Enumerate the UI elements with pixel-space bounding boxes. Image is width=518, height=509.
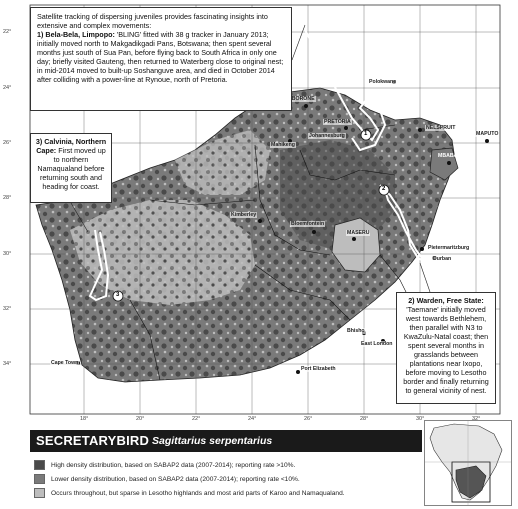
place-durban: Durban	[432, 256, 453, 262]
place-gaborone: GABORONE	[283, 96, 316, 102]
lon-label: 24°	[248, 416, 257, 422]
place-polokwane: Polokwane	[368, 79, 398, 85]
lat-label: 26°	[3, 140, 12, 146]
track-markers	[112, 129, 390, 302]
lon-label: 30°	[416, 416, 425, 422]
callout-calvinia: 3) Calvinia, Northern Cape: First moved …	[30, 133, 112, 203]
southern-africa-highlight	[455, 465, 487, 499]
city-dot	[296, 370, 300, 374]
legend-label: Lower density distribution, based on SAB…	[51, 475, 300, 483]
city-dot	[418, 128, 422, 132]
place-port-elizabeth: Port Elizabeth	[300, 366, 337, 372]
place-mahikeng: Mahikeng	[270, 142, 296, 148]
track-1-number: 1	[364, 131, 368, 137]
lon-label: 18°	[80, 416, 89, 422]
place-east-london: East London	[360, 341, 394, 347]
place-cape-town: Cape Town	[50, 360, 80, 366]
callout-warden: 2) Warden, Free State: 'Taemane' initial…	[396, 292, 496, 404]
legend-item: Lower density distribution, based on SAB…	[34, 474, 300, 484]
city-dot	[420, 247, 424, 251]
track-2-number: 2	[382, 186, 386, 192]
bird-tracks	[88, 19, 426, 302]
city-dot	[258, 219, 262, 223]
lat-label: 32°	[3, 306, 12, 312]
legend-item: High density distribution, based on SABA…	[34, 460, 295, 470]
track-3	[88, 229, 110, 302]
legend-swatch	[34, 460, 45, 470]
legend-label: Occurs throughout, but sparse in Lesotho…	[51, 489, 345, 497]
lat-label: 28°	[3, 195, 12, 201]
karoo-sparse-region	[70, 200, 255, 305]
city-dot	[447, 161, 451, 165]
city-dot	[312, 230, 316, 234]
lon-label: 28°	[360, 416, 369, 422]
track-1	[299, 19, 387, 152]
legend-scientific-name: Sagittarius serpentarius	[152, 435, 273, 447]
callout-body: 1) Bela-Bela, Limpopo: 'BLING' fitted wi…	[37, 30, 285, 84]
eswatini-region	[429, 147, 459, 181]
place-johannesburg: Johannesburg	[308, 133, 346, 139]
callout-text: 'Taemane' initially moved west towards B…	[403, 305, 489, 395]
inset-locator-map	[424, 420, 512, 506]
city-dot	[288, 139, 292, 143]
leader-lines	[70, 24, 431, 293]
legend-title-bar: SECRETARYBIRD Sagittarius serpentarius	[30, 430, 422, 452]
place-mbabane: MBABANE	[438, 153, 465, 159]
legend: SECRETARYBIRD Sagittarius serpentarius H…	[30, 430, 422, 504]
callout-heading: 1) Bela-Bela, Limpopo:	[37, 30, 115, 39]
lat-label: 34°	[3, 361, 12, 367]
lat-label: 22°	[3, 29, 12, 35]
place-maputo: MAPUTO	[475, 131, 500, 137]
place-maseru: MASERU	[346, 230, 371, 236]
legend-title: SECRETARYBIRD	[36, 433, 150, 448]
lat-label: 24°	[3, 85, 12, 91]
place-bloemfontein: Bloemfontein	[290, 221, 326, 227]
city-dot	[352, 237, 356, 241]
legend-swatch	[34, 488, 45, 498]
callout-heading: 2) Warden, Free State:	[408, 296, 484, 305]
callout-text: 'BLING' fitted with 38 g tracker in Janu…	[37, 30, 284, 84]
track-3-number: 3	[116, 292, 120, 298]
legend-label: High density distribution, based on SABA…	[51, 461, 296, 469]
lon-label: 26°	[304, 416, 313, 422]
place-nelspruit: NELSPRUIT	[425, 125, 457, 131]
place-bhisho: Bhisho	[346, 328, 366, 334]
kalahari-sparse-region	[175, 130, 270, 195]
place-pietermaritzburg: Pietermaritzburg	[427, 245, 471, 251]
city-dot	[304, 104, 308, 108]
callout-intro: Satellite tracking of dispersing juvenil…	[37, 12, 268, 30]
lon-label: 32°	[472, 416, 481, 422]
lon-label: 20°	[136, 416, 145, 422]
place-kimberley: Kimberley	[230, 212, 258, 218]
legend-swatch	[34, 474, 45, 484]
legend-item: Occurs throughout, but sparse in Lesotho…	[34, 488, 345, 498]
callout-heading: 3) Calvinia, Northern Cape:	[35, 137, 107, 155]
lon-label: 22°	[192, 416, 201, 422]
city-dot	[344, 126, 348, 130]
callout-text: First moved up to northern Namaqualand b…	[37, 146, 106, 191]
callout-bela-bela: Satellite tracking of dispersing juvenil…	[30, 7, 292, 111]
track-2	[379, 184, 426, 263]
lat-label: 30°	[3, 251, 12, 257]
city-dot	[485, 139, 489, 143]
place-pretoria: PRETORIA	[323, 119, 352, 125]
